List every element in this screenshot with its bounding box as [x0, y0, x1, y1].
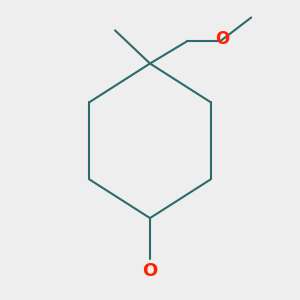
Text: O: O: [142, 262, 158, 280]
Text: O: O: [214, 30, 229, 48]
